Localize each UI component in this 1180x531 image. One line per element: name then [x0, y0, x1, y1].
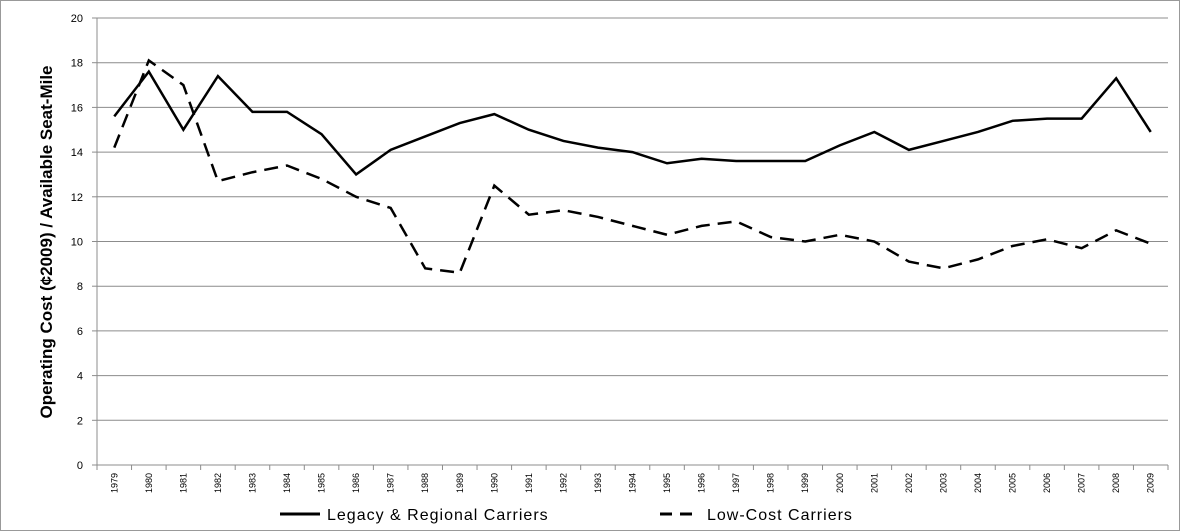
y-tick-label: 6 [77, 326, 83, 338]
x-tick-label: 2000 [835, 473, 845, 493]
x-tick-label: 1980 [144, 473, 154, 493]
x-tick-label: 1983 [247, 473, 257, 493]
y-tick-label: 14 [71, 147, 83, 159]
x-tick-label: 1986 [351, 473, 361, 493]
x-tick-label: 1992 [558, 473, 568, 493]
x-tick-label: 2009 [1146, 473, 1156, 493]
x-tick-label: 1999 [800, 473, 810, 493]
y-tick-label: 10 [71, 237, 83, 249]
x-tick-label: 1996 [697, 473, 707, 493]
x-tick-label: 2008 [1111, 473, 1121, 493]
y-tick-label: 20 [71, 13, 83, 25]
y-tick-label: 8 [77, 281, 83, 293]
y-tick-label: 4 [77, 371, 83, 383]
legend-label: Legacy & Regional Carriers [327, 507, 549, 524]
x-tick-label: 1991 [524, 473, 534, 493]
x-tick-label: 1979 [109, 473, 119, 493]
y-axis-label: Operating Cost (¢2009) / Available Seat-… [37, 65, 56, 418]
x-tick-label: 1997 [731, 473, 741, 493]
x-tick-label: 1993 [593, 473, 603, 493]
x-tick-label: 1994 [628, 473, 638, 493]
x-tick-label: 1985 [317, 473, 327, 493]
x-tick-label: 1989 [455, 473, 465, 493]
x-tick-label: 2004 [973, 473, 983, 493]
y-tick-label: 12 [71, 192, 83, 204]
x-tick-label: 2006 [1042, 473, 1052, 493]
y-tick-label: 16 [71, 102, 83, 114]
x-tick-label: 1988 [420, 473, 430, 493]
legend-label: Low-Cost Carriers [707, 507, 853, 524]
x-tick-label: 1998 [766, 473, 776, 493]
series-line [113, 58, 1152, 275]
series-line [113, 69, 1152, 177]
x-tick-label: 1984 [282, 473, 292, 493]
x-tick-label: 2005 [1008, 473, 1018, 493]
x-tick-label: 2001 [869, 473, 879, 493]
x-tick-label: 1982 [213, 473, 223, 493]
x-tick-label: 1987 [386, 473, 396, 493]
y-tick-label: 2 [77, 415, 83, 427]
x-tick-label: 2002 [904, 473, 914, 493]
x-tick-label: 2003 [938, 473, 948, 493]
x-tick-label: 1981 [178, 473, 188, 493]
x-tick-label: 1995 [662, 473, 672, 493]
x-tick-label: 2007 [1077, 473, 1087, 493]
y-tick-label: 18 [71, 58, 83, 70]
y-tick-label: 0 [77, 460, 83, 472]
x-tick-label: 1990 [489, 473, 499, 493]
